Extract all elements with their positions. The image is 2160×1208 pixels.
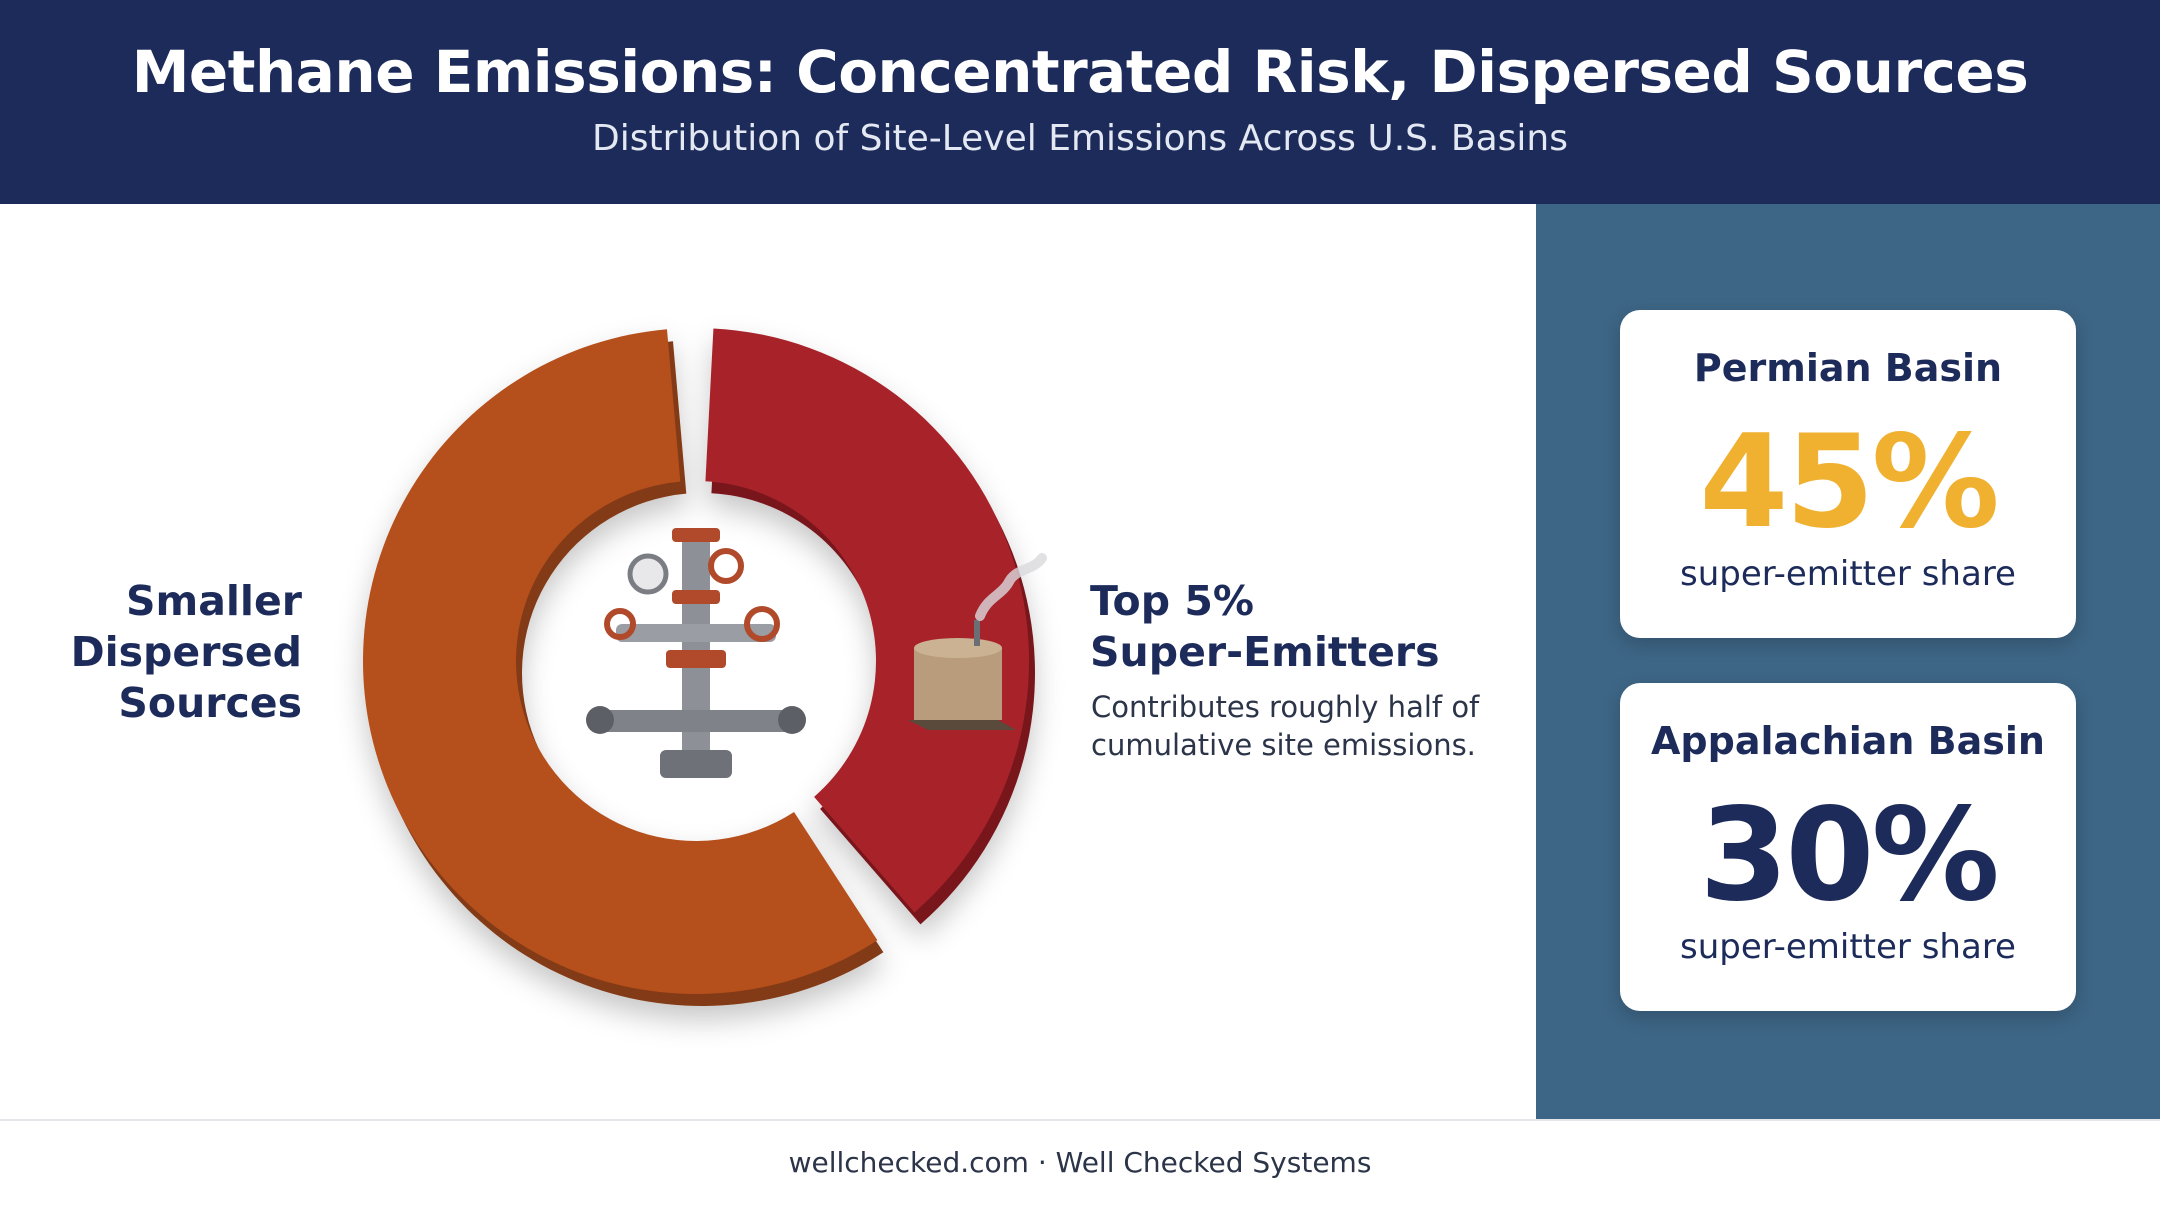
valve-wheel	[744, 606, 780, 642]
word: Sources	[118, 679, 302, 727]
header-bar	[0, 0, 2160, 204]
annotation: Contributes roughly half of cumulative s…	[1091, 690, 1480, 762]
tank-icon	[908, 553, 1047, 730]
stat-card: Appalachian Basin 30% super-emitter shar…	[1620, 683, 2076, 1011]
donut-chart	[363, 328, 1047, 1006]
footer-text: wellchecked.com · Well Checked Systems	[788, 1146, 1372, 1179]
vent	[974, 620, 980, 646]
category-label: Smaller Dispersed Sources	[40, 576, 302, 729]
pipe-end	[586, 706, 614, 734]
word: 5%	[1184, 577, 1254, 625]
category-label: Top 5% Super-Emitters	[1090, 576, 1510, 678]
stat-card: Permian Basin 45% super-emitter share	[1620, 310, 2076, 638]
tank-top	[914, 638, 1002, 658]
title: Methane Emissions: Concentrated Risk, Di…	[131, 38, 2029, 106]
card-title: Appalachian Basin	[1651, 719, 2045, 763]
base	[660, 750, 732, 778]
word: Super-Emitters	[1090, 628, 1440, 676]
segments	[363, 328, 1035, 1006]
vapor	[975, 553, 1047, 621]
tank-body	[914, 648, 1002, 720]
card-title: Permian Basin	[1693, 346, 2003, 390]
pie-segment	[363, 329, 878, 994]
wellhead-icon	[586, 528, 806, 778]
flange	[672, 528, 720, 542]
pipe-end	[778, 706, 806, 734]
word: Top	[1090, 577, 1171, 625]
card-value: 30%	[1699, 781, 1999, 930]
pipe	[616, 624, 776, 642]
word: Dispersed	[70, 628, 302, 676]
card-caption: super-emitter share	[1680, 927, 2016, 967]
card-caption: super-emitter share	[1680, 554, 2016, 594]
valve-wheel	[604, 608, 636, 640]
footer-bar	[0, 1119, 2160, 1208]
flange	[666, 650, 726, 668]
valve-wheel	[708, 548, 744, 584]
subtitle: Distribution of Site-Level Emissions Acr…	[592, 118, 1568, 159]
pie-segment	[705, 328, 1029, 913]
card-value: 45%	[1699, 408, 1999, 557]
word: Smaller	[125, 577, 302, 625]
flange	[672, 590, 720, 604]
gauge	[627, 553, 669, 595]
tank-base	[908, 720, 1016, 730]
pipe	[596, 710, 796, 732]
